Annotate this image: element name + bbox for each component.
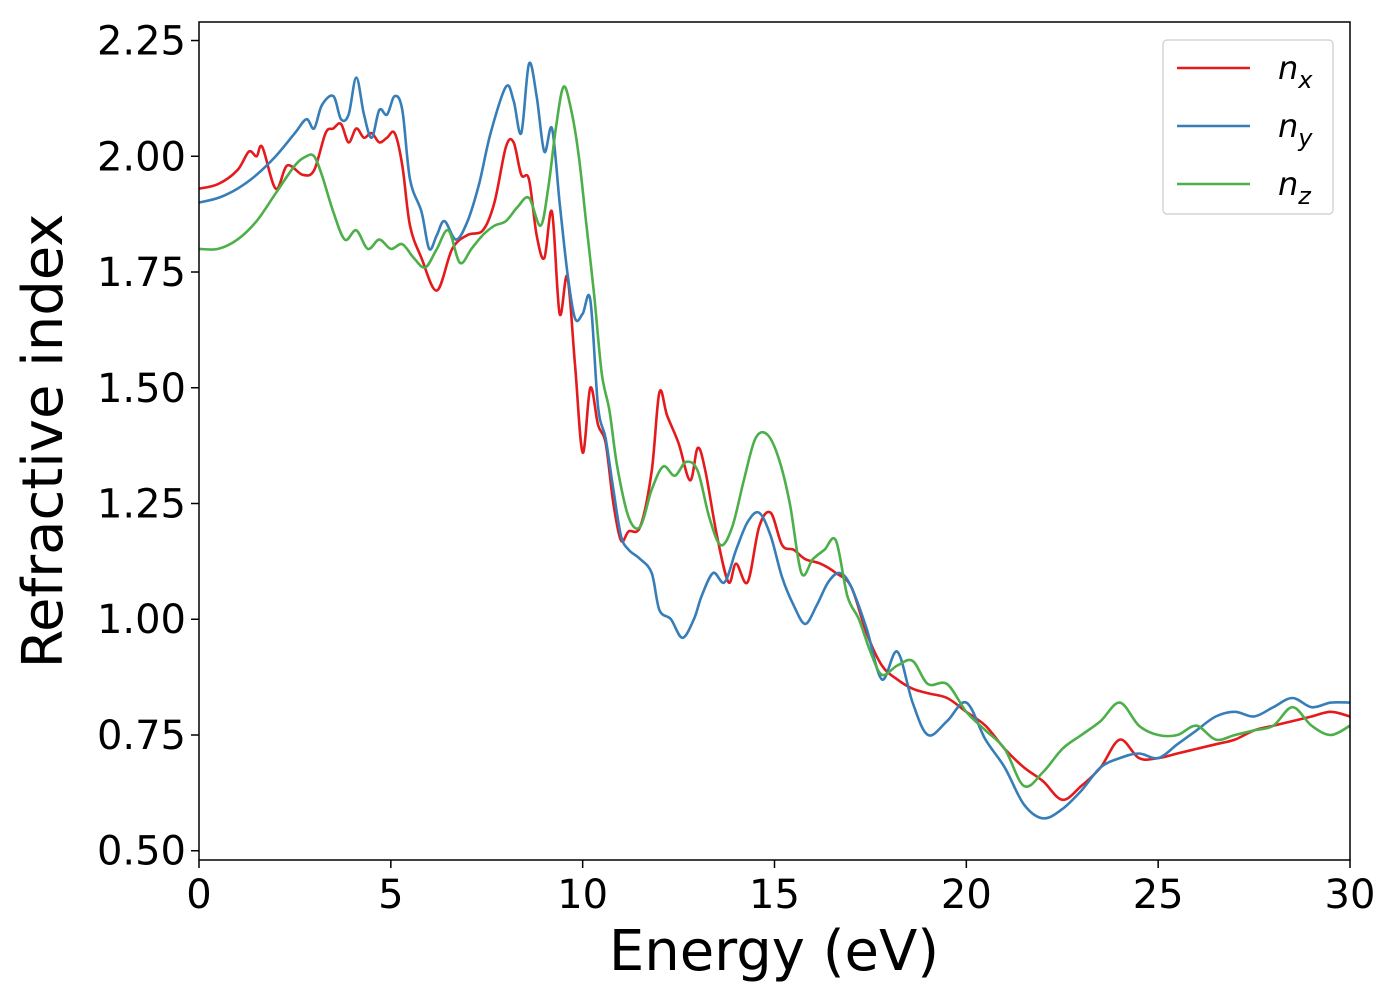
y-tick-label: 1.75 (97, 250, 186, 296)
y-tick-label: 1.50 (97, 366, 186, 412)
x-tick-label: 25 (1133, 872, 1184, 918)
x-tick-label: 5 (378, 872, 403, 918)
y-tick-label: 2.00 (97, 134, 186, 180)
x-tick-label: 20 (941, 872, 992, 918)
x-axis-title: Energy (eV) (609, 919, 939, 984)
series-line-ny (198, 61, 1351, 820)
x-tick-label: 10 (557, 872, 608, 918)
x-tick-label: 0 (186, 872, 211, 918)
x-tick-label: 30 (1325, 872, 1376, 918)
y-axis-title: Refractive index (11, 214, 76, 669)
y-axis-ticks: 0.50 0.75 1.00 1.25 1.50 1.75 2.00 2.25 (97, 19, 199, 875)
series-line-nz (198, 85, 1351, 788)
x-tick-label: 15 (749, 872, 800, 918)
series-line-nx (198, 122, 1351, 802)
x-axis-ticks: 0 5 10 15 20 25 30 (186, 860, 1375, 918)
y-tick-label: 1.00 (97, 597, 186, 643)
y-tick-label: 0.50 (97, 829, 186, 875)
y-tick-label: 0.75 (97, 713, 186, 759)
plot-lines (198, 61, 1351, 820)
y-tick-label: 1.25 (97, 482, 186, 528)
y-tick-label: 2.25 (97, 19, 186, 65)
